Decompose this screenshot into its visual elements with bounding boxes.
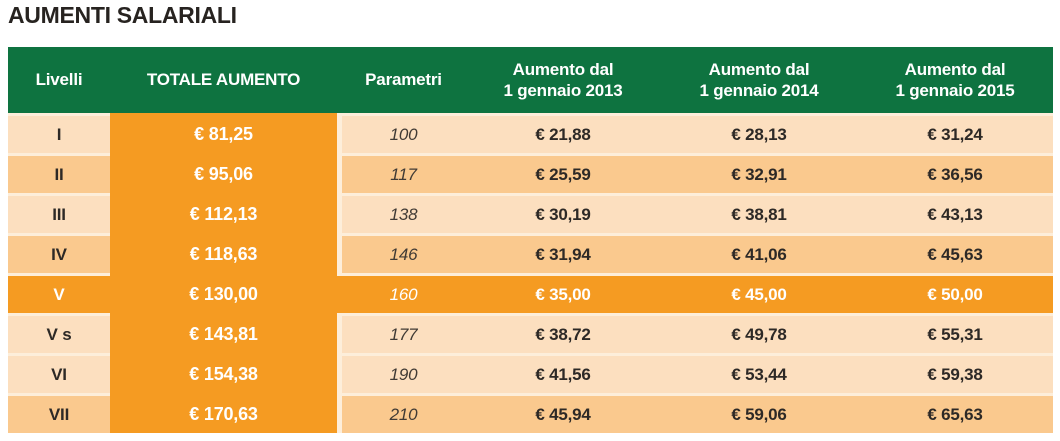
cell-aumento-2015: € 36,56 <box>857 156 1053 193</box>
table-row-level-5-highlighted: V € 130,00 160 € 35,00 € 45,00 € 50,00 <box>8 273 1053 313</box>
cell-totale-aumento: € 143,81 <box>110 313 337 353</box>
header-line: 1 gennaio 2013 <box>503 81 623 100</box>
header-line: Aumento dal <box>512 59 614 79</box>
cell-aumento-2014: € 38,81 <box>661 196 857 233</box>
table-row-level-2: II € 95,06 117 € 25,59 € 32,91 € 36,56 <box>8 153 1053 193</box>
table-row-level-4: IV € 118,63 146 € 31,94 € 41,06 € 45,63 <box>8 233 1053 273</box>
cell-livello: III <box>8 196 110 233</box>
column-header-parametri: Parametri <box>365 70 442 90</box>
cell-aumento-2015: € 43,13 <box>857 196 1053 233</box>
cell-livello: VI <box>8 356 110 393</box>
cell-aumento-2013: € 45,94 <box>465 396 661 433</box>
cell-aumento-2013: € 21,88 <box>465 116 661 153</box>
column-header-aumento-2015: Aumento dal 1 gennaio 2015 <box>857 47 1053 113</box>
cell-aumento-2014: € 59,06 <box>661 396 857 433</box>
cell-aumento-2015: € 50,00 <box>857 276 1053 313</box>
header-line: 1 gennaio 2014 <box>699 81 819 100</box>
cell-parametro: 160 <box>342 276 465 313</box>
cell-aumento-2013: € 35,00 <box>465 276 661 313</box>
cell-aumento-2014: € 28,13 <box>661 116 857 153</box>
cell-aumento-2014: € 45,00 <box>661 276 857 313</box>
cell-livello: II <box>8 156 110 193</box>
cell-livello: IV <box>8 236 110 273</box>
cell-livello: V s <box>8 316 110 353</box>
table-row-level-7: VII € 170,63 210 € 45,94 € 59,06 € 65,63 <box>8 393 1053 433</box>
cell-aumento-2015: € 45,63 <box>857 236 1053 273</box>
cell-livello: V <box>8 276 110 313</box>
cell-totale-aumento: € 130,00 <box>110 273 337 313</box>
cell-totale-aumento: € 81,25 <box>110 113 337 153</box>
cell-livello: I <box>8 116 110 153</box>
column-header-livelli: Livelli <box>35 70 83 90</box>
cell-aumento-2015: € 59,38 <box>857 356 1053 393</box>
cell-parametro: 210 <box>342 396 465 433</box>
cell-totale-aumento: € 170,63 <box>110 393 337 433</box>
cell-livello: VII <box>8 396 110 433</box>
cell-totale-aumento: € 154,38 <box>110 353 337 393</box>
cell-parametro: 177 <box>342 316 465 353</box>
cell-parametro: 138 <box>342 196 465 233</box>
header-line: 1 gennaio 2015 <box>895 81 1015 100</box>
cell-aumento-2013: € 30,19 <box>465 196 661 233</box>
cell-parametro: 117 <box>342 156 465 193</box>
cell-aumento-2015: € 55,31 <box>857 316 1053 353</box>
column-header-aumento-2014: Aumento dal 1 gennaio 2014 <box>661 47 857 113</box>
cell-totale-aumento: € 112,13 <box>110 193 337 233</box>
cell-totale-aumento: € 95,06 <box>110 153 337 193</box>
header-line: Aumento dal <box>708 59 810 79</box>
table-row-level-3: III € 112,13 138 € 30,19 € 38,81 € 43,13 <box>8 193 1053 233</box>
table-row-level-6: VI € 154,38 190 € 41,56 € 53,44 € 59,38 <box>8 353 1053 393</box>
cell-parametro: 100 <box>342 116 465 153</box>
cell-aumento-2014: € 32,91 <box>661 156 857 193</box>
table-row-level-5s: V s € 143,81 177 € 38,72 € 49,78 € 55,31 <box>8 313 1053 353</box>
cell-parametro: 190 <box>342 356 465 393</box>
table-row-level-1: I € 81,25 100 € 21,88 € 28,13 € 31,24 <box>8 113 1053 153</box>
cell-parametro: 146 <box>342 236 465 273</box>
header-line: Aumento dal <box>904 59 1006 79</box>
cell-totale-aumento: € 118,63 <box>110 233 337 273</box>
cell-aumento-2013: € 38,72 <box>465 316 661 353</box>
cell-aumento-2014: € 41,06 <box>661 236 857 273</box>
cell-aumento-2015: € 65,63 <box>857 396 1053 433</box>
page-title: AUMENTI SALARIALI <box>8 2 237 28</box>
cell-aumento-2013: € 25,59 <box>465 156 661 193</box>
cell-aumento-2014: € 53,44 <box>661 356 857 393</box>
cell-aumento-2013: € 41,56 <box>465 356 661 393</box>
table-header-row: Livelli TOTALE AUMENTO Parametri Aumento… <box>8 47 1053 113</box>
cell-aumento-2015: € 31,24 <box>857 116 1053 153</box>
salary-increases-table: Livelli TOTALE AUMENTO Parametri Aumento… <box>8 47 1053 433</box>
cell-aumento-2013: € 31,94 <box>465 236 661 273</box>
column-header-aumento-2013: Aumento dal 1 gennaio 2013 <box>465 47 661 113</box>
column-header-totale-aumento: TOTALE AUMENTO <box>146 70 301 90</box>
cell-aumento-2014: € 49,78 <box>661 316 857 353</box>
